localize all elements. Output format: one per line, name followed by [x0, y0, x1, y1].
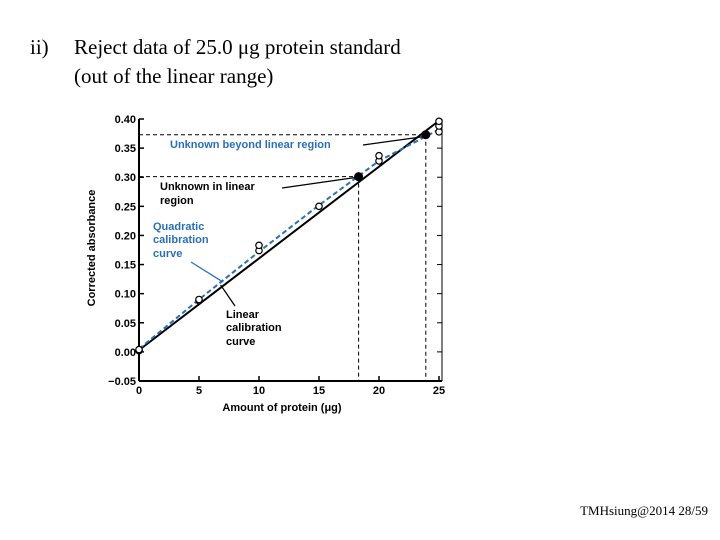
y-tick-label: −0.05	[108, 376, 136, 388]
slide-footer: TMHsiung@2014 28/59	[580, 503, 708, 518]
y-tick-label: 0.25	[115, 201, 136, 213]
y-tick-label: 0.30	[115, 172, 136, 184]
standard-point	[315, 202, 323, 211]
y-tick-label: 0.00	[115, 347, 136, 359]
heading-line-1: Reject data of 25.0 μg protein standard	[74, 35, 401, 59]
in-region-label-1: Unknown in linear	[160, 181, 255, 193]
in-region-leader-line	[281, 176, 355, 189]
linear-label-1: Linear	[226, 309, 260, 321]
x-tick-label: 15	[313, 385, 325, 397]
heading-number: ii)	[30, 35, 49, 59]
quadratic-label-1: Quadratic	[153, 221, 204, 233]
linear-label-3: curve	[226, 336, 255, 348]
quadratic-label-3: curve	[153, 248, 182, 260]
standard-point	[435, 117, 443, 126]
y-axis-title: Corrected absorbance	[86, 190, 98, 307]
beyond-linear-label: Unknown beyond linear region	[170, 139, 331, 151]
y-tick-label: 0.15	[115, 260, 136, 272]
quadratic-calibration-curve	[138, 128, 440, 350]
y-tick-label: 0.35	[115, 143, 136, 155]
beyond-leader-line	[362, 136, 423, 146]
x-tick-label: 20	[373, 385, 385, 397]
standard-point	[375, 151, 383, 160]
x-axis-title: Amount of protein (μg)	[222, 402, 341, 414]
x-tick-label: 0	[136, 385, 142, 397]
x-tick-label: 5	[196, 385, 202, 397]
x-tick-label: 25	[433, 385, 445, 397]
y-tick-label: 0.05	[115, 318, 136, 330]
quadratic-label-2: calibration	[153, 234, 209, 246]
heading-line-2: (out of the linear range)	[74, 64, 274, 88]
standard-point	[195, 295, 203, 304]
in-region-label-2: region	[160, 195, 194, 207]
y-tick-label: 0.20	[115, 230, 136, 242]
linear-label-2: calibration	[226, 322, 282, 334]
unknown-point	[421, 130, 431, 140]
standard-point	[135, 345, 143, 354]
standard-point	[255, 241, 263, 250]
linear-calibration-line	[138, 119, 440, 351]
plot-frame	[138, 119, 443, 382]
y-tick-label: 0.40	[115, 114, 136, 126]
slide-heading: ii) Reject data of 25.0 μg protein standa…	[30, 33, 401, 91]
unknown-point	[354, 172, 364, 182]
quadratic-leader-line	[190, 261, 224, 283]
beyond-label-backdrop	[165, 136, 361, 152]
linear-leader-line	[220, 284, 236, 307]
x-tick-label: 10	[253, 385, 265, 397]
y-tick-label: 0.10	[115, 289, 136, 301]
